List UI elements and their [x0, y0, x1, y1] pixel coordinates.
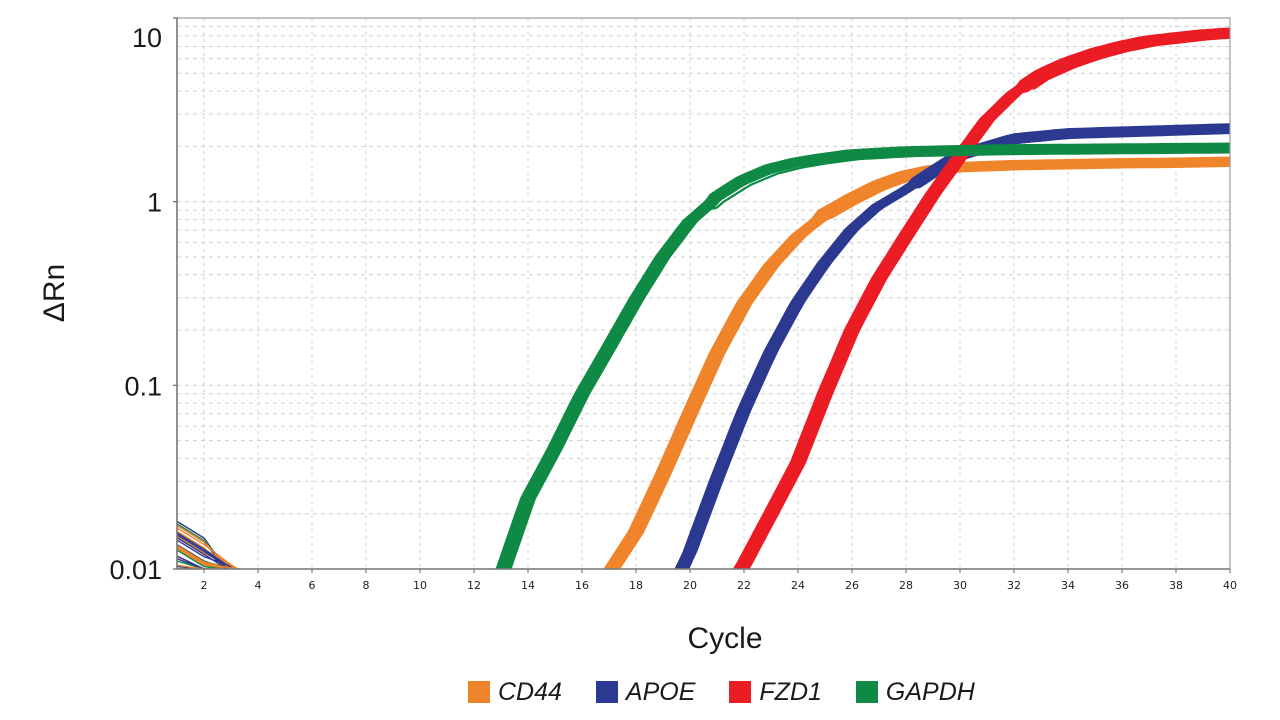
x-tick-label: 14 — [521, 579, 535, 592]
x-tick-label: 22 — [737, 579, 751, 592]
series-apoe-replicate — [681, 128, 1230, 569]
y-tick-label: 0.1 — [124, 371, 162, 401]
series-apoe — [674, 123, 1230, 569]
x-tick-label: 24 — [791, 579, 805, 592]
series-cd44-line — [606, 157, 1228, 569]
baseline-noise-trace — [177, 558, 233, 569]
baseline-noise-trace — [177, 532, 234, 569]
series-cd44-replicate — [608, 158, 1230, 569]
x-tick-labels: 2 4 6 8 10 12 14 16 18 20 22 24 26 28 30 32 34 36 38 40 — [201, 569, 1237, 592]
legend-item-fzd1: FZD1 — [729, 678, 822, 707]
series-apoe-replicate — [686, 129, 1230, 569]
x-tick-label: 10 — [413, 579, 427, 592]
x-tick-label: 28 — [899, 579, 913, 592]
y-tick-label: 10 — [132, 23, 162, 53]
legend-swatch-apoe — [595, 681, 618, 703]
baseline-noise-trace — [177, 560, 238, 569]
legend-item-gapdh: GAPDH — [855, 677, 975, 707]
series-apoe-replicate — [676, 124, 1230, 569]
legend: CD44 APOE FZD1 GAPDH — [468, 674, 1009, 710]
y-axis-title: ΔRn — [38, 264, 71, 322]
x-tick-label: 18 — [629, 579, 643, 592]
series-apoe-replicate — [679, 123, 1230, 569]
y-tick-label: 0.01 — [109, 555, 162, 585]
series-apoe-replicate — [680, 123, 1230, 569]
legend-swatch-fzd1 — [729, 681, 752, 703]
series-apoe-replicate — [679, 131, 1230, 569]
grid — [177, 18, 1230, 569]
series-apoe-replicate — [680, 130, 1230, 569]
series-cd44-replicate — [603, 161, 1230, 569]
series-apoe-replicate — [677, 131, 1230, 569]
legend-label-cd44: CD44 — [498, 677, 562, 706]
series-cd44 — [603, 156, 1230, 569]
series-gapdh — [495, 142, 1230, 569]
legend-swatch-cd44 — [468, 681, 490, 703]
baseline-noise-trace — [177, 546, 237, 569]
series-cd44-replicate — [611, 162, 1230, 569]
x-tick-label: 8 — [363, 579, 370, 592]
x-tick-label: 12 — [467, 579, 481, 592]
series-cd44-replicate — [604, 158, 1230, 569]
legend-label-fzd1: FZD1 — [759, 677, 822, 706]
x-tick-label: 26 — [845, 579, 859, 592]
series-cd44-replicate — [610, 162, 1230, 569]
series-cd44-replicate — [605, 157, 1230, 569]
x-tick-label: 2 — [201, 579, 208, 592]
series-cd44-replicate — [604, 163, 1230, 569]
plot-frame — [176, 17, 1231, 570]
x-tick-label: 32 — [1007, 579, 1021, 592]
x-tick-label: 40 — [1223, 579, 1237, 592]
series-apoe-line — [677, 124, 1228, 569]
baseline-noise-trace — [177, 564, 235, 569]
x-tick-label: 16 — [575, 579, 589, 592]
series-cd44-replicate — [612, 159, 1230, 569]
legend-swatch-gapdh — [855, 681, 878, 703]
x-tick-label: 34 — [1061, 579, 1075, 592]
baseline-noise-trace — [177, 527, 238, 569]
legend-label-apoe: APOE — [625, 677, 696, 706]
x-tick-label: 20 — [683, 579, 697, 592]
series-gapdh-line — [499, 143, 1228, 569]
x-tick-label: 4 — [255, 579, 262, 592]
series-apoe-replicate — [674, 127, 1230, 569]
series-apoe-replicate — [680, 131, 1230, 569]
series-cd44-replicate — [604, 156, 1230, 569]
series-apoe-replicate — [677, 128, 1230, 569]
series-cd44-replicate — [613, 159, 1230, 569]
y-tick-labels: 0.01 0.1 1 10 — [109, 17, 177, 585]
legend-label-gapdh: GAPDH — [885, 677, 975, 706]
x-tick-label: 30 — [953, 579, 967, 592]
legend-item-apoe: APOE — [595, 677, 696, 707]
legend-item-cd44: CD44 — [468, 678, 562, 707]
series-apoe-replicate — [681, 127, 1230, 569]
series-apoe-replicate — [675, 127, 1230, 569]
x-tick-label: 6 — [309, 579, 316, 592]
baseline-noise-trace — [177, 555, 233, 569]
x-tick-label: 36 — [1115, 579, 1129, 592]
axes — [176, 17, 1231, 570]
series-layer — [177, 27, 1230, 569]
series-cd44-replicate — [608, 161, 1230, 569]
series-apoe-replicate — [676, 126, 1230, 569]
y-tick-label: 1 — [147, 188, 162, 218]
x-tick-label: 38 — [1169, 579, 1183, 592]
series-apoe-replicate — [682, 125, 1230, 569]
baseline-noise — [177, 520, 239, 569]
x-axis-title: Cycle — [687, 622, 762, 655]
series-cd44-replicate — [603, 157, 1230, 569]
series-apoe-replicate — [681, 131, 1230, 569]
baseline-noise-trace — [177, 537, 228, 569]
baseline-noise-trace — [177, 565, 231, 569]
